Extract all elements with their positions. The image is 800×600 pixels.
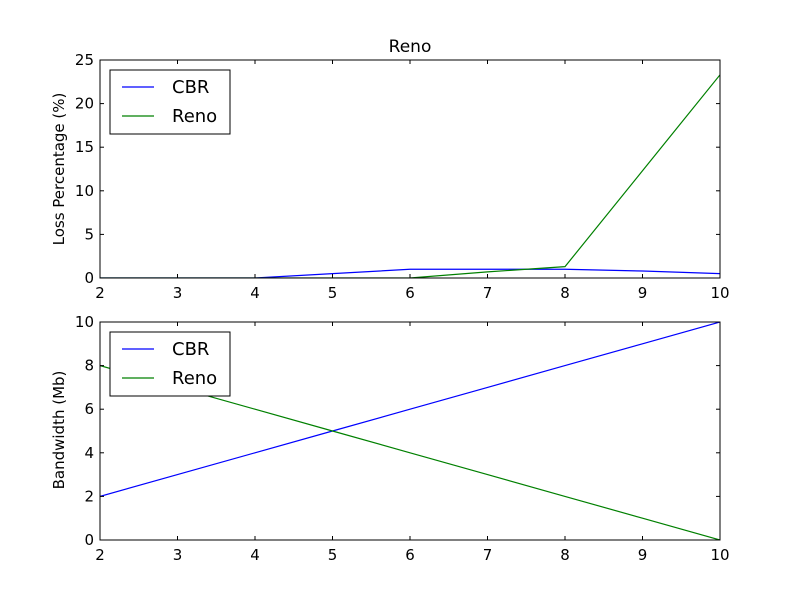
- x-tick-label: 3: [173, 284, 183, 302]
- x-tick-label: 5: [328, 284, 338, 302]
- y-tick-label: 20: [75, 95, 94, 113]
- y-tick-label: 2: [84, 487, 94, 505]
- legend-label-reno: Reno: [172, 106, 217, 127]
- x-tick-label: 6: [405, 546, 415, 564]
- y-tick-label: 15: [75, 138, 94, 156]
- y-tick-label: 0: [84, 531, 94, 549]
- x-tick-label: 10: [710, 284, 729, 302]
- x-tick-label: 5: [328, 546, 338, 564]
- series-line-cbr: [100, 322, 720, 497]
- y-axis-label: Loss Percentage (%): [50, 93, 68, 246]
- plot-area: 2 3 4 5 6 7 8 9 10 0 5 10 15 20 25 CBR Reno: [75, 51, 730, 302]
- y-tick-label: 6: [84, 400, 94, 418]
- x-tick-label: 2: [95, 284, 105, 302]
- x-tick-label: 8: [560, 284, 570, 302]
- plot-title: Reno: [389, 37, 432, 57]
- x-tick-label: 8: [560, 546, 570, 564]
- series-line-cbr: [100, 268, 720, 278]
- y-tick-label: 25: [75, 51, 94, 69]
- x-tick-label: 9: [638, 546, 648, 564]
- y-tick-label: 4: [84, 444, 94, 462]
- x-tick-label: 2: [95, 546, 105, 564]
- x-tick-label: 4: [250, 284, 260, 302]
- x-tick-label: 6: [405, 284, 415, 302]
- loss-percentage-plot: Reno Loss Percentage (%) 2 3 4 5 6 7 8 9 10 0 5 10 1…: [50, 37, 730, 302]
- y-tick-label: 0: [84, 269, 94, 287]
- legend-box: [109, 69, 231, 135]
- legend: CBR Reno: [109, 331, 231, 397]
- series-line-reno: [100, 74, 720, 278]
- y-axis-label: Bandwidth (Mb): [50, 371, 68, 490]
- y-tick-label: 10: [75, 182, 94, 200]
- x-tick-label: 7: [483, 546, 493, 564]
- legend-box: [109, 331, 231, 397]
- legend-label-cbr: CBR: [172, 77, 209, 98]
- x-tick-label: 7: [483, 284, 493, 302]
- legend-label-cbr: CBR: [172, 339, 209, 360]
- y-tick-label: 8: [84, 357, 94, 375]
- legend: CBR Reno: [109, 69, 231, 135]
- x-tick-label: 4: [250, 546, 260, 564]
- x-tick-label: 3: [173, 546, 183, 564]
- legend-label-reno: Reno: [172, 368, 217, 389]
- y-tick-label: 10: [75, 313, 94, 331]
- x-tick-label: 9: [638, 284, 648, 302]
- x-tick-label: 10: [710, 546, 729, 564]
- y-tick-label: 5: [84, 225, 94, 243]
